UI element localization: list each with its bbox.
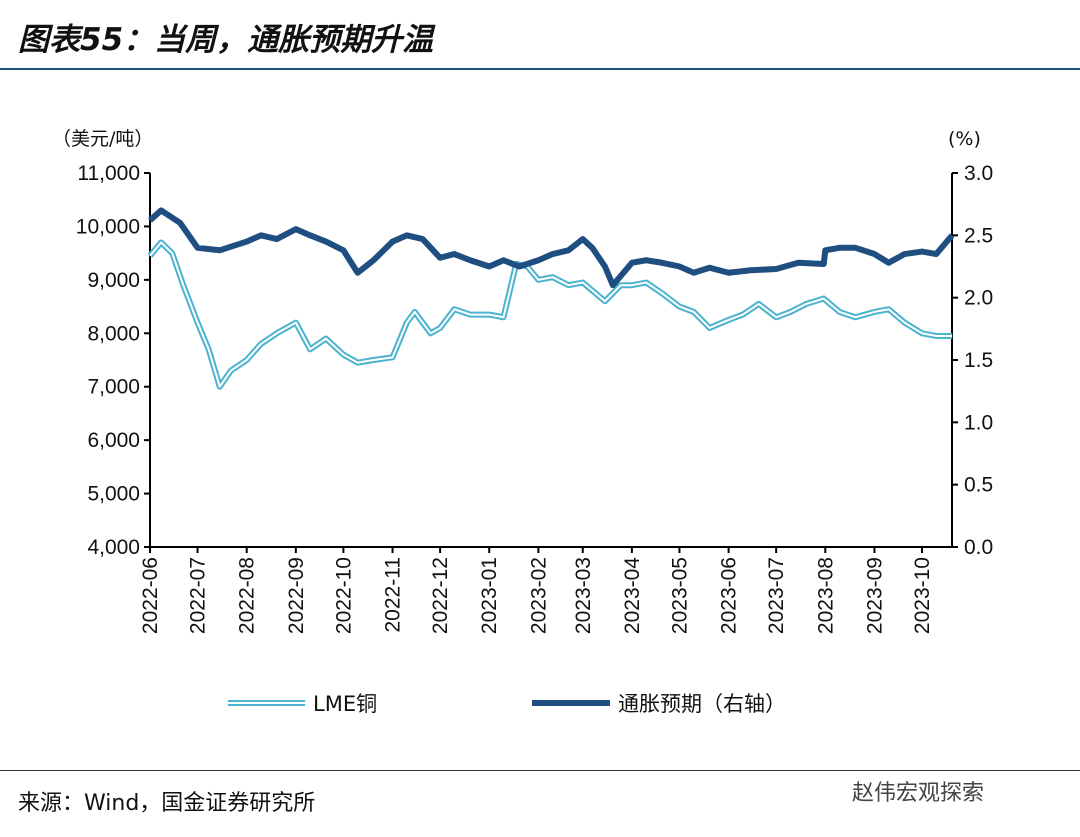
- x-tick-label: 2022-11: [382, 557, 405, 633]
- inflation-series-line: [147, 207, 955, 289]
- x-tick-label: 2023-04: [621, 557, 644, 634]
- right-tick-label: 3.0: [964, 162, 993, 185]
- x-tick-label: 2022-10: [332, 557, 355, 634]
- right-tick-label: 1.5: [964, 349, 993, 372]
- left-tick-label: 6,000: [87, 429, 140, 452]
- copper-series-line-inner: [149, 241, 953, 388]
- left-axis-unit: （美元/吨）: [52, 128, 153, 150]
- left-tick-label: 7,000: [87, 376, 140, 399]
- title-divider: [0, 68, 1080, 70]
- chart-title: 图表55：当周，通胀预期升温: [18, 22, 434, 58]
- x-tick-label: 2022-08: [236, 557, 259, 634]
- x-tick-label: 2023-09: [863, 557, 886, 634]
- x-tick-label: 2023-08: [814, 557, 837, 634]
- footer-divider: [0, 770, 1080, 771]
- x-tick-label: 2022-09: [285, 557, 308, 634]
- x-tick-label: 2022-12: [429, 557, 452, 634]
- left-tick-label: 8,000: [87, 322, 140, 345]
- left-tick-label: 10,000: [76, 215, 140, 238]
- left-tick-label: 5,000: [87, 483, 140, 506]
- right-tick-label: 2.0: [964, 287, 993, 310]
- brand-watermark: 赵伟宏观探索: [852, 781, 985, 806]
- x-tick-label: 2023-01: [478, 557, 501, 634]
- legend-label-copper: LME铜: [313, 692, 377, 716]
- chart: （美元/吨） (%) 4,000 5,000 6,000 7,000 8,000 9,00…: [52, 128, 993, 716]
- right-axis-unit: (%): [948, 128, 981, 150]
- source-note: 来源：Wind，国金证券研究所: [18, 791, 316, 816]
- left-tick-label: 9,000: [87, 269, 140, 292]
- x-tick-label: 2023-02: [527, 557, 550, 634]
- legend: LME铜 通胀预期（右轴）: [228, 692, 786, 716]
- legend-label-inflation: 通胀预期（右轴）: [618, 692, 786, 716]
- right-tick-label: 2.5: [964, 224, 993, 247]
- x-tick-label: 2023-05: [668, 557, 691, 634]
- x-tick-label: 2023-06: [718, 557, 741, 634]
- x-tick-label: 2023-10: [911, 557, 934, 634]
- left-tick-label: 11,000: [77, 162, 140, 185]
- x-tick-label: 2022-07: [187, 557, 210, 634]
- right-tick-label: 0.5: [964, 474, 993, 497]
- left-tick-label: 4,000: [87, 536, 140, 559]
- x-tick-label: 2022-06: [139, 557, 162, 634]
- right-tick-label: 1.0: [964, 411, 993, 434]
- x-tick-label: 2023-03: [572, 557, 595, 634]
- copper-series-line: [147, 239, 953, 390]
- right-tick-label: 0.0: [964, 536, 993, 559]
- x-tick-label: 2023-07: [765, 557, 788, 634]
